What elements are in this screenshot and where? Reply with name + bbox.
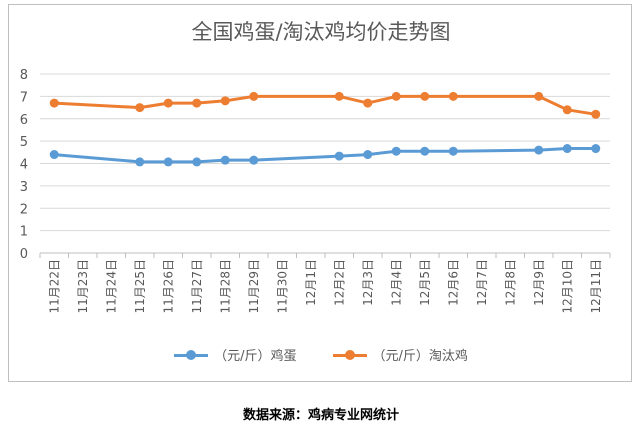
x-tick-label: 11月29日 xyxy=(247,259,261,314)
x-tick-label: 12月10日 xyxy=(560,259,574,314)
data-point-series-1 xyxy=(363,98,373,108)
y-tick-label: 8 xyxy=(20,68,28,83)
data-point-series-1 xyxy=(192,98,202,108)
data-point-series-1 xyxy=(334,91,344,101)
chart-frame xyxy=(8,4,632,382)
chart-legend: （元/斤）鸡蛋 （元/斤）淘汰鸡 xyxy=(0,345,642,364)
x-tick-label: 12月5日 xyxy=(418,259,432,306)
data-point-series-0 xyxy=(220,155,230,165)
data-point-series-1 xyxy=(220,96,230,106)
legend-dot-egg xyxy=(186,349,197,360)
x-tick-label: 11月24日 xyxy=(104,259,118,314)
series-line-1 xyxy=(52,94,598,116)
x-tick-label: 12月8日 xyxy=(503,259,517,306)
chart-title: 全国鸡蛋/淘汰鸡均价走势图 xyxy=(191,20,451,44)
y-tick-label: 0 xyxy=(20,247,28,262)
x-tick-label: 11月27日 xyxy=(190,259,204,314)
x-tick-label: 12月1日 xyxy=(304,259,318,306)
data-point-series-1 xyxy=(562,105,572,115)
data-point-series-1 xyxy=(163,98,173,108)
x-tick-label: 12月4日 xyxy=(389,259,403,306)
legend-label-egg: （元/斤）鸡蛋 xyxy=(214,349,297,364)
x-tick-label: 12月7日 xyxy=(475,259,489,306)
y-tick-label: 1 xyxy=(20,225,28,240)
data-point-series-1 xyxy=(49,98,59,108)
data-point-series-1 xyxy=(448,91,458,101)
data-point-series-0 xyxy=(163,157,173,167)
data-point-series-1 xyxy=(591,109,601,119)
data-point-series-0 xyxy=(562,144,572,154)
x-tick-label: 12月3日 xyxy=(361,259,375,306)
data-point-series-0 xyxy=(334,151,344,161)
data-point-series-1 xyxy=(391,91,401,101)
data-point-series-0 xyxy=(420,146,430,156)
legend-label-hen: （元/斤）淘汰鸡 xyxy=(372,349,468,364)
x-tick-label: 12月6日 xyxy=(446,259,460,306)
y-tick-label: 2 xyxy=(20,202,28,217)
x-tick-label: 12月2日 xyxy=(332,259,346,306)
data-point-series-1 xyxy=(534,91,544,101)
data-point-series-0 xyxy=(391,146,401,156)
source-note: 数据来源：鸡病专业网统计 xyxy=(242,408,399,423)
legend-swatch-hen xyxy=(332,349,367,360)
data-point-series-0 xyxy=(135,157,145,167)
data-point-series-1 xyxy=(249,91,259,101)
legend-item-hen: （元/斤）淘汰鸡 xyxy=(332,345,468,364)
x-tick-label: 11月23日 xyxy=(76,259,90,314)
x-tick-label: 11月22日 xyxy=(47,259,61,314)
data-point-series-0 xyxy=(363,150,373,160)
data-point-series-1 xyxy=(420,91,430,101)
data-point-series-0 xyxy=(591,144,601,154)
x-tick-label: 12月11日 xyxy=(589,259,603,314)
legend-dot-hen xyxy=(344,349,355,360)
data-point-series-0 xyxy=(192,157,202,167)
legend-item-egg: （元/斤）鸡蛋 xyxy=(174,345,297,364)
y-tick-label: 4 xyxy=(20,158,28,173)
series-line-0 xyxy=(52,147,598,164)
y-tick-label: 3 xyxy=(20,180,28,195)
data-point-series-0 xyxy=(49,150,59,160)
x-tick-label: 12月9日 xyxy=(532,259,546,306)
data-point-series-0 xyxy=(534,145,544,155)
data-point-series-0 xyxy=(249,155,259,165)
x-tick-label: 11月28日 xyxy=(218,259,232,314)
y-tick-label: 6 xyxy=(20,113,28,128)
x-tick-label: 11月25日 xyxy=(133,259,147,314)
legend-swatch-egg xyxy=(174,349,209,360)
x-tick-label: 11月26日 xyxy=(161,259,175,314)
data-point-series-0 xyxy=(448,146,458,156)
data-point-series-1 xyxy=(135,103,145,113)
y-tick-label: 5 xyxy=(20,135,28,150)
y-tick-label: 7 xyxy=(20,90,28,105)
x-tick-label: 11月30日 xyxy=(275,259,289,314)
